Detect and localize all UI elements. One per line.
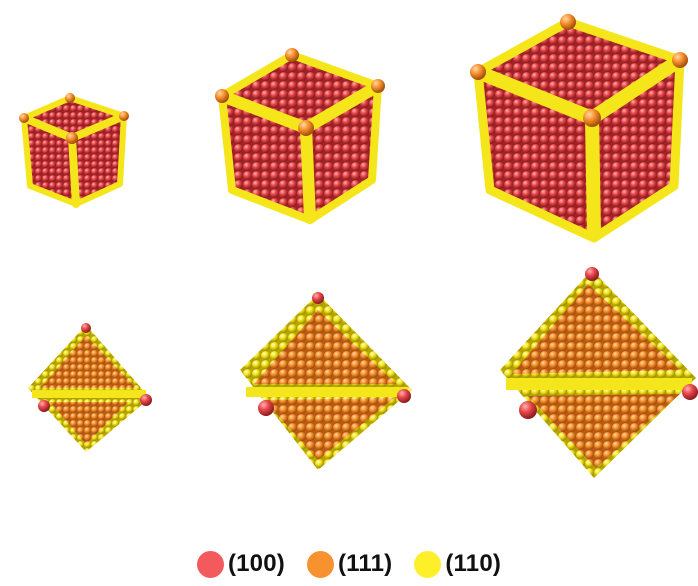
cube-corner xyxy=(560,14,576,30)
cube-corner xyxy=(470,64,486,80)
octahedron-face-111 xyxy=(50,402,128,444)
octahedron-face-111 xyxy=(264,398,394,460)
legend-swatch-100 xyxy=(196,550,224,578)
cube-nanoparticle-medium xyxy=(215,48,385,224)
octahedron-tip xyxy=(38,400,50,412)
octahedron-body xyxy=(500,270,696,478)
cube-corner xyxy=(285,48,299,62)
cube-corner xyxy=(371,79,385,93)
legend-item-100: (100) xyxy=(196,550,285,578)
legend-label-111: (111) xyxy=(337,550,393,577)
octahedron-nanoparticle-large xyxy=(500,267,698,478)
octahedron-body xyxy=(28,325,150,452)
octahedron-nanoparticle-small xyxy=(28,323,152,452)
cube-nanoparticle-small xyxy=(19,93,129,208)
cube-edge xyxy=(300,122,316,224)
octahedron-nanoparticle-medium xyxy=(240,292,412,470)
cube-corner xyxy=(215,89,229,103)
cube-corner xyxy=(298,120,314,136)
octahedron-face-111 xyxy=(254,310,396,384)
cube-corner xyxy=(66,132,78,144)
octahedron-tip xyxy=(81,323,91,333)
octahedron-tip xyxy=(397,389,411,403)
octahedron-tip xyxy=(140,394,152,406)
octahedron-tip xyxy=(258,400,274,416)
legend-swatch-111 xyxy=(306,550,334,578)
octahedron-tip xyxy=(519,401,537,419)
cube-edge xyxy=(68,134,80,208)
cube-corner xyxy=(119,111,129,121)
legend-label-100: (100) xyxy=(227,550,285,577)
cube-nanoparticle-large xyxy=(470,14,688,243)
octahedron-face-111 xyxy=(40,336,136,388)
legend-item-111: (111) xyxy=(306,550,393,578)
cube-corner xyxy=(672,52,688,68)
cube-edge xyxy=(585,111,601,241)
octahedron-tip xyxy=(682,384,698,400)
cube-face-right xyxy=(72,116,124,204)
octahedron-face-111 xyxy=(512,284,680,374)
legend-label-110: (110) xyxy=(445,550,502,577)
legend-item-110: (110) xyxy=(414,550,501,578)
octahedron-tip xyxy=(585,267,599,281)
facet-legend: (100) (111) (110) xyxy=(0,548,698,580)
octahedron-face-111 xyxy=(528,394,680,468)
cube-corner xyxy=(65,93,75,103)
cube-corner xyxy=(19,113,29,123)
cube-face-left xyxy=(24,118,76,204)
cube-corner xyxy=(583,109,601,127)
legend-swatch-110 xyxy=(414,550,442,578)
octahedron-tip xyxy=(312,292,324,304)
